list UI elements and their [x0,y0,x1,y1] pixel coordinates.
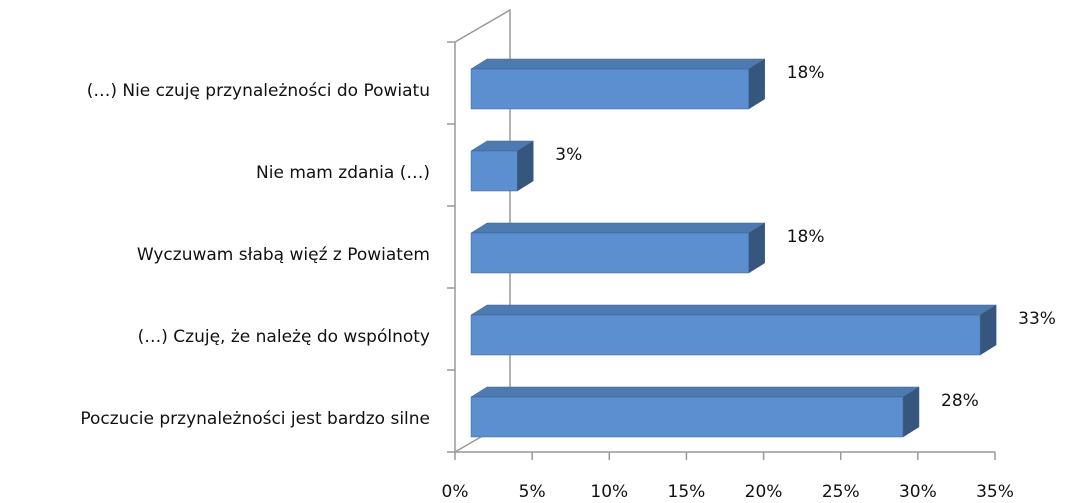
bar-front [470,314,981,356]
bar-top [470,386,920,398]
x-tick-label: 35% [976,482,1014,502]
bar-top [470,222,766,234]
x-tick-label: 30% [899,482,937,502]
bar-front [470,150,518,192]
value-label: 3% [555,145,582,165]
bar [470,386,920,438]
bar-front [470,68,749,110]
category-label: Poczucie przynależności jest bardzo siln… [80,409,430,429]
bar-front [470,396,904,438]
value-label: 33% [1018,309,1056,329]
bar-top [470,304,998,316]
x-tick-label: 5% [519,482,546,502]
bar-top [470,58,766,70]
bar [470,58,766,110]
x-tick-label: 25% [822,482,860,502]
category-label: (…) Nie czuję przynależności do Powiatu [87,81,430,101]
x-tick-label: 15% [668,482,706,502]
category-label: Nie mam zdania (…) [256,163,430,183]
x-tick-label: 20% [745,482,783,502]
bar [470,222,766,274]
value-label: 18% [787,63,825,83]
category-label: (…) Czuję, że należę do wspólnoty [138,327,430,347]
bar [470,140,535,192]
category-label: Wyczuwam słabą więź z Powiatem [137,245,430,265]
value-label: 28% [941,391,979,411]
x-tick-label: 0% [442,482,469,502]
value-label: 18% [787,227,825,247]
x-tick-label: 10% [590,482,628,502]
bar-front [470,232,749,274]
bar [470,304,998,356]
